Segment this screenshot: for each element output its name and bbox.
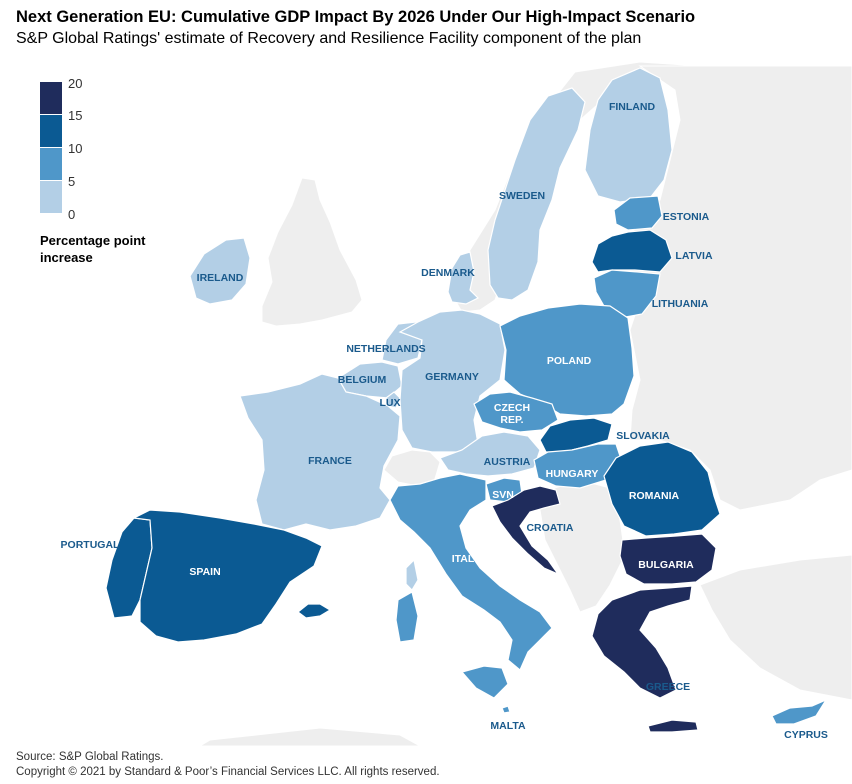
chart-subtitle: S&P Global Ratings' estimate of Recovery… <box>16 30 642 47</box>
country-finland <box>584 67 673 203</box>
label-malta: MALTA <box>490 720 526 732</box>
label-poland: POLAND <box>547 355 592 367</box>
label-netherlands: NETHERLANDS <box>346 343 425 355</box>
country-czechia <box>473 391 559 433</box>
label-hungary: HUNGARY <box>546 468 599 480</box>
source-note: Source: S&P Global Ratings. Copyright © … <box>16 750 440 780</box>
label-belgium: BELGIUM <box>338 374 387 386</box>
legend-tick: 15 <box>68 108 83 123</box>
label-lux: LUX <box>380 397 401 409</box>
label-czech: CZECH <box>494 402 530 414</box>
country-spain-islands <box>297 603 332 619</box>
country-greece-crete <box>647 719 699 733</box>
country-latvia <box>591 229 673 273</box>
country-estonia <box>613 195 663 231</box>
chart-title: Next Generation EU: Cumulative GDP Impac… <box>16 8 696 26</box>
label-svn: SVN <box>492 489 514 501</box>
legend-swatch-0-5 <box>40 181 62 213</box>
label-czech-rep: REP. <box>500 414 523 426</box>
label-italy: ITALY <box>452 553 481 565</box>
country-germany <box>398 309 506 453</box>
label-sweden: SWEDEN <box>499 190 545 202</box>
country-romania <box>603 441 721 537</box>
country-malta <box>501 705 511 714</box>
label-slovakia: SLOVAKIA <box>616 430 670 442</box>
country-croatia <box>491 485 561 576</box>
legend-tick: 0 <box>68 207 76 222</box>
legend-title-line1: Percentage point <box>40 233 146 248</box>
country-denmark <box>447 251 480 305</box>
legend-tick: 10 <box>68 141 83 156</box>
label-romania: ROMANIA <box>629 490 680 502</box>
label-croatia: CROATIA <box>526 522 573 534</box>
label-france: FRANCE <box>308 455 352 467</box>
legend-title-line2: increase <box>40 250 93 265</box>
country-labels: FINLAND SWEDEN ESTONIA LATVIA LITHUANIA … <box>61 101 828 741</box>
label-greece: GREECE <box>646 681 690 693</box>
country-sweden <box>487 87 586 301</box>
non-eu-land <box>199 61 852 746</box>
label-cyprus: CYPRUS <box>784 729 828 741</box>
label-lithuania: LITHUANIA <box>652 298 709 310</box>
source-line: Source: S&P Global Ratings. <box>16 751 164 763</box>
label-portugal: PORTUGAL <box>61 539 121 551</box>
country-spain <box>131 509 323 643</box>
label-ireland: IRELAND <box>197 272 244 284</box>
legend-swatch-10-15 <box>40 115 62 147</box>
country-france <box>239 373 401 531</box>
country-italy-sicily <box>460 665 509 699</box>
legend-tick: 20 <box>68 76 83 91</box>
country-poland <box>499 303 635 417</box>
legend-swatch-15-20 <box>40 82 62 114</box>
country-italy <box>389 473 553 671</box>
country-cyprus <box>771 698 828 725</box>
label-spain: SPAIN <box>189 566 220 578</box>
country-bulgaria <box>619 533 717 585</box>
legend-title: Percentage point increase <box>40 232 145 266</box>
label-latvia: LATVIA <box>675 250 713 262</box>
label-estonia: ESTONIA <box>663 211 710 223</box>
country-italy-sardinia <box>395 591 419 643</box>
label-austria: AUSTRIA <box>484 456 531 468</box>
label-bulgaria: BULGARIA <box>638 559 694 571</box>
label-finland: FINLAND <box>609 101 655 113</box>
country-luxembourg <box>385 391 401 409</box>
eu-countries <box>105 67 828 733</box>
legend-tick: 5 <box>68 174 76 189</box>
legend-swatch-5-10 <box>40 148 62 180</box>
country-ireland <box>189 237 251 305</box>
label-germany: GERMANY <box>425 371 479 383</box>
country-greece <box>591 585 693 699</box>
europe-map: FINLAND SWEDEN ESTONIA LATVIA LITHUANIA … <box>61 61 852 746</box>
label-denmark: DENMARK <box>421 267 475 279</box>
country-france-corsica <box>405 558 419 591</box>
copyright-line: Copyright © 2021 by Standard & Poor’s Fi… <box>16 766 440 778</box>
